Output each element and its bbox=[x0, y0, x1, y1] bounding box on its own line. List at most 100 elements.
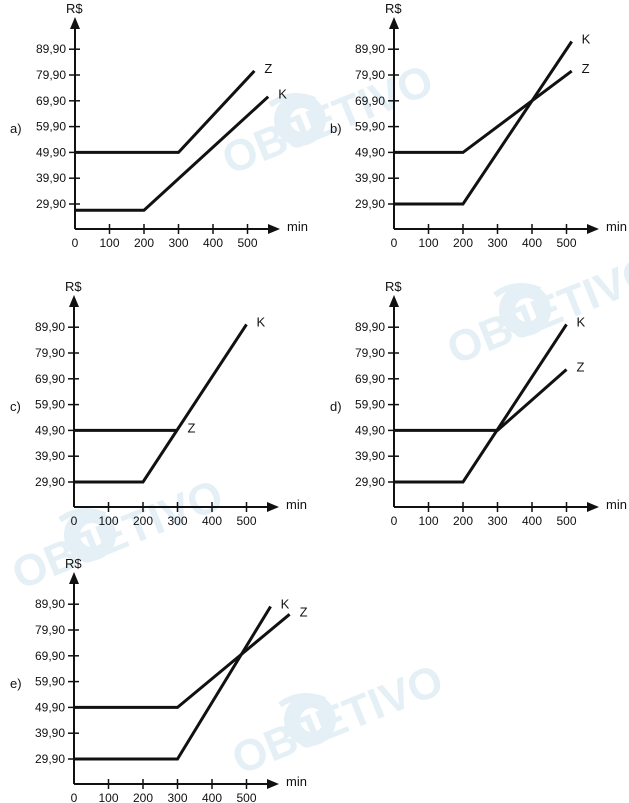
y-tick-label: 79,90 bbox=[355, 68, 385, 82]
series-line-z bbox=[394, 69, 573, 154]
x-axis-label: min bbox=[286, 497, 307, 512]
y-tick-label: 89,90 bbox=[35, 320, 65, 334]
watermark-text: OBJETIVO bbox=[225, 655, 450, 784]
y-tick-label: 29,90 bbox=[35, 752, 65, 766]
series-label-z: Z bbox=[188, 420, 196, 435]
option-label: b) bbox=[330, 121, 342, 136]
y-tick-label: 39,90 bbox=[355, 449, 385, 463]
series-label-k: K bbox=[281, 597, 290, 612]
x-tick-label: 500 bbox=[236, 514, 256, 528]
y-tick-label: 59,90 bbox=[35, 675, 65, 689]
x-tick-label: 500 bbox=[236, 791, 256, 803]
watermark-logo-hole bbox=[515, 298, 539, 322]
x-axis-arrow bbox=[267, 779, 279, 789]
watermark-text: OBJETIVO bbox=[440, 245, 629, 374]
y-tick-label: 39,90 bbox=[35, 726, 65, 740]
x-tick-label: 100 bbox=[418, 514, 438, 528]
x-tick-label: 400 bbox=[522, 236, 542, 250]
y-axis-label: R$ bbox=[65, 556, 82, 571]
y-tick-label: 39,90 bbox=[35, 449, 65, 463]
watermark-logo-arc bbox=[58, 508, 107, 523]
y-axis-arrow bbox=[69, 295, 79, 307]
option-label: a) bbox=[10, 121, 22, 136]
chart-b: R$ min b) 0 100 200 300 400 500 29,90 39,90 49,90 59… bbox=[330, 1, 627, 250]
watermark-logo-arc bbox=[278, 693, 327, 708]
y-tick-label: 69,90 bbox=[355, 94, 385, 108]
watermark-logo-arc bbox=[268, 93, 317, 108]
watermark-logo-hole bbox=[290, 108, 314, 132]
x-axis-arrow bbox=[268, 224, 280, 234]
series-line-z bbox=[75, 69, 256, 154]
chart-a: R$ min a) 0 100 200 300 400 500 29,90 39,90 49,90 59… bbox=[10, 1, 308, 250]
option-label: d) bbox=[330, 399, 342, 414]
series-label-k: K bbox=[582, 31, 591, 46]
y-tick-label: 69,90 bbox=[35, 372, 65, 386]
x-tick-label: 500 bbox=[237, 236, 257, 250]
x-tick-label: 200 bbox=[133, 791, 153, 803]
x-axis-label: min bbox=[606, 497, 627, 512]
series-line-k bbox=[75, 95, 270, 212]
x-tick-label: 0 bbox=[391, 236, 398, 250]
y-tick-label: 49,90 bbox=[35, 700, 65, 714]
y-axis-label: R$ bbox=[385, 1, 402, 16]
x-tick-label: 300 bbox=[168, 236, 188, 250]
y-tick-label: 29,90 bbox=[35, 475, 65, 489]
x-tick-label: 200 bbox=[133, 514, 153, 528]
chart-c: R$ min c) 0 100 200 300 400 500 29,90 39,90 49,90 59… bbox=[10, 279, 307, 528]
y-tick-label: 89,90 bbox=[35, 597, 65, 611]
y-tick-label: 39,90 bbox=[355, 171, 385, 185]
y-tick-label: 29,90 bbox=[355, 197, 385, 211]
x-tick-label: 200 bbox=[453, 236, 473, 250]
objetivo-watermark: OBJETIVO bbox=[225, 655, 450, 784]
x-tick-label: 200 bbox=[134, 236, 154, 250]
y-tick-label: 69,90 bbox=[35, 649, 65, 663]
y-axis-arrow bbox=[389, 17, 399, 29]
x-tick-label: 400 bbox=[203, 236, 223, 250]
y-tick-label: 59,90 bbox=[35, 398, 65, 412]
x-axis-arrow bbox=[587, 224, 599, 234]
y-tick-label: 69,90 bbox=[355, 372, 385, 386]
x-tick-label: 300 bbox=[487, 236, 507, 250]
x-axis-label: min bbox=[287, 219, 308, 234]
series-line-z bbox=[394, 368, 568, 432]
y-axis-arrow bbox=[70, 17, 80, 29]
x-tick-label: 100 bbox=[98, 514, 118, 528]
y-tick-label: 49,90 bbox=[36, 145, 66, 159]
y-tick-label: 79,90 bbox=[355, 346, 385, 360]
x-tick-label: 0 bbox=[71, 514, 78, 528]
y-tick-label: 89,90 bbox=[36, 42, 66, 56]
option-label: e) bbox=[10, 676, 22, 691]
y-tick-label: 59,90 bbox=[355, 120, 385, 134]
y-axis-label: R$ bbox=[66, 1, 83, 16]
y-tick-label: 29,90 bbox=[355, 475, 385, 489]
y-tick-label: 49,90 bbox=[35, 423, 65, 437]
series-line-z bbox=[74, 613, 291, 709]
x-axis-label: min bbox=[606, 219, 627, 234]
x-tick-label: 500 bbox=[556, 236, 576, 250]
x-tick-label: 400 bbox=[202, 791, 222, 803]
x-tick-label: 100 bbox=[98, 791, 118, 803]
x-tick-label: 200 bbox=[453, 514, 473, 528]
y-tick-label: 89,90 bbox=[355, 42, 385, 56]
x-tick-label: 500 bbox=[556, 514, 576, 528]
series-label-k: K bbox=[257, 314, 266, 329]
y-tick-label: 49,90 bbox=[355, 145, 385, 159]
y-tick-label: 39,90 bbox=[36, 171, 66, 185]
objetivo-watermark: OBJETIVO bbox=[440, 245, 629, 374]
watermark-logo-hole bbox=[80, 523, 104, 547]
y-axis-arrow bbox=[389, 295, 399, 307]
option-label: c) bbox=[10, 399, 21, 414]
y-axis-label: R$ bbox=[385, 279, 402, 294]
y-tick-label: 59,90 bbox=[355, 398, 385, 412]
y-axis-label: R$ bbox=[65, 279, 82, 294]
y-tick-label: 69,90 bbox=[36, 94, 66, 108]
x-tick-label: 0 bbox=[71, 791, 78, 803]
y-tick-label: 79,90 bbox=[36, 68, 66, 82]
objetivo-watermark: OBJETIVO bbox=[5, 470, 230, 599]
x-tick-label: 400 bbox=[522, 514, 542, 528]
x-tick-label: 100 bbox=[418, 236, 438, 250]
series-label-z: Z bbox=[577, 360, 585, 375]
x-tick-label: 400 bbox=[202, 514, 222, 528]
y-tick-label: 59,90 bbox=[36, 120, 66, 134]
y-tick-label: 89,90 bbox=[355, 320, 385, 334]
